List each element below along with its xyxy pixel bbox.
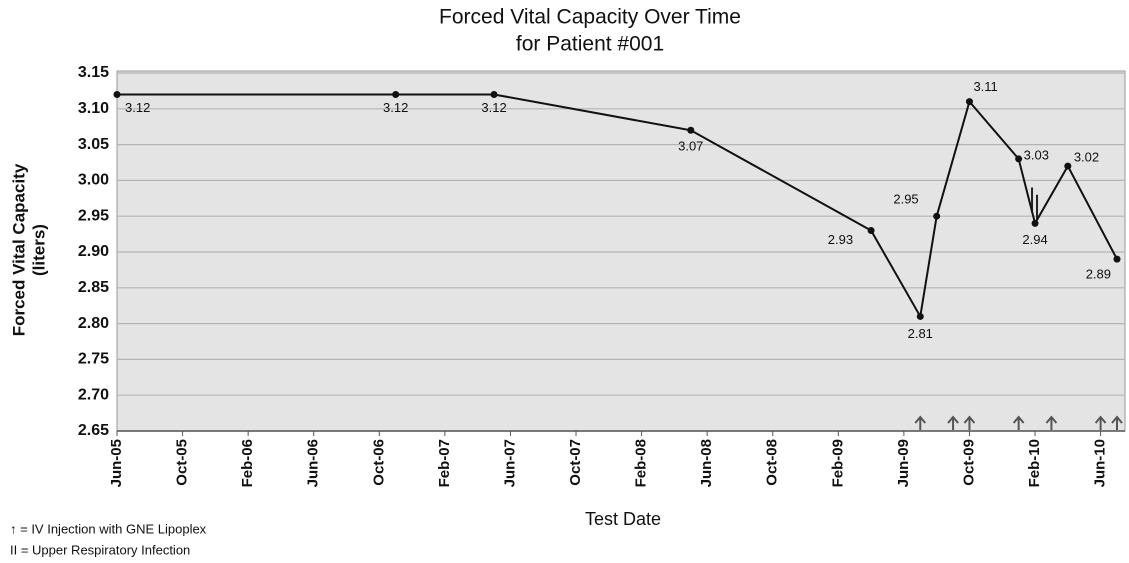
x-tick-label: Feb-07: [436, 439, 453, 487]
x-tick-label: Oct-08: [764, 439, 781, 486]
x-tick-label: Jun-10: [1092, 439, 1109, 487]
x-tick-label: Oct-09: [960, 439, 977, 486]
chart-title: for Patient #001: [516, 33, 664, 56]
point: [113, 90, 121, 98]
point: [490, 90, 498, 98]
y-tick-label: 2.90: [78, 243, 109, 260]
injection-arrow: [914, 415, 927, 430]
y-axis-label: (liters): [29, 224, 48, 276]
data-label: 2.81: [908, 326, 933, 341]
point: [392, 90, 400, 98]
chart-title: Forced Vital Capacity Over Time: [439, 6, 741, 29]
point: [687, 126, 695, 134]
y-tick-label: 3.10: [78, 100, 109, 117]
legend-note: II = Upper Respiratory Infection: [10, 542, 190, 557]
injection-arrow: [963, 415, 976, 430]
injection-arrow: [1045, 415, 1058, 430]
data-label: 2.89: [1086, 267, 1111, 282]
y-tick-label: 2.75: [78, 351, 109, 368]
y-tick-label: 3.00: [78, 172, 109, 189]
y-tick-label: 2.85: [78, 279, 109, 296]
x-tick-label: Jun-05: [108, 439, 125, 487]
point: [1031, 219, 1039, 227]
y-axis-label: Forced Vital Capacity: [9, 163, 28, 336]
x-tick-label: Jun-09: [895, 439, 912, 487]
point: [1064, 162, 1072, 170]
x-tick-label: Feb-09: [829, 439, 846, 487]
point: [1113, 255, 1121, 263]
x-tick-label: Feb-10: [1026, 439, 1043, 487]
y-tick-label: 2.70: [78, 386, 109, 403]
x-tick-label: Feb-08: [633, 439, 650, 487]
x-tick-label: Oct-07: [567, 439, 584, 486]
x-tick-label: Feb-06: [239, 439, 256, 487]
data-label: 2.94: [1022, 232, 1047, 247]
legend-note: ↑ = IV Injection with GNE Lipoplex: [10, 521, 207, 536]
point: [1015, 155, 1023, 163]
y-tick-label: 3.15: [78, 64, 109, 81]
data-label: 3.11: [973, 79, 997, 94]
y-tick-label: 2.80: [78, 315, 109, 332]
data-label: 2.93: [828, 232, 853, 247]
point: [867, 227, 875, 235]
plot-area: [116, 70, 1126, 432]
data-label: 2.95: [893, 192, 918, 207]
data-label: 3.12: [383, 100, 408, 115]
injection-arrow: [947, 415, 959, 430]
x-tick-label: Oct-06: [370, 439, 387, 486]
y-tick-label: 2.65: [78, 422, 109, 439]
injection-arrow: [1111, 415, 1123, 430]
x-tick-label: Oct-05: [174, 439, 191, 486]
point: [916, 312, 924, 320]
data-label: 3.07: [678, 139, 703, 154]
line: [117, 93, 1118, 320]
x-tick-label: Jun-07: [501, 439, 518, 487]
data-label: 3.12: [481, 100, 506, 115]
x-tick-label: Jun-06: [305, 439, 322, 487]
x-tick-label: Jun-08: [698, 439, 715, 487]
injection-arrow: [1094, 415, 1107, 430]
y-tick-label: 2.95: [78, 207, 109, 224]
injection-arrow: [1012, 415, 1025, 430]
data-label: 3.03: [1024, 147, 1049, 162]
point: [933, 212, 941, 220]
y-tick-label: 3.05: [78, 136, 109, 153]
data-label: 3.02: [1074, 150, 1099, 165]
data-label: 3.12: [125, 100, 150, 115]
point: [965, 98, 973, 106]
x-axis-label: Test Date: [585, 509, 661, 529]
